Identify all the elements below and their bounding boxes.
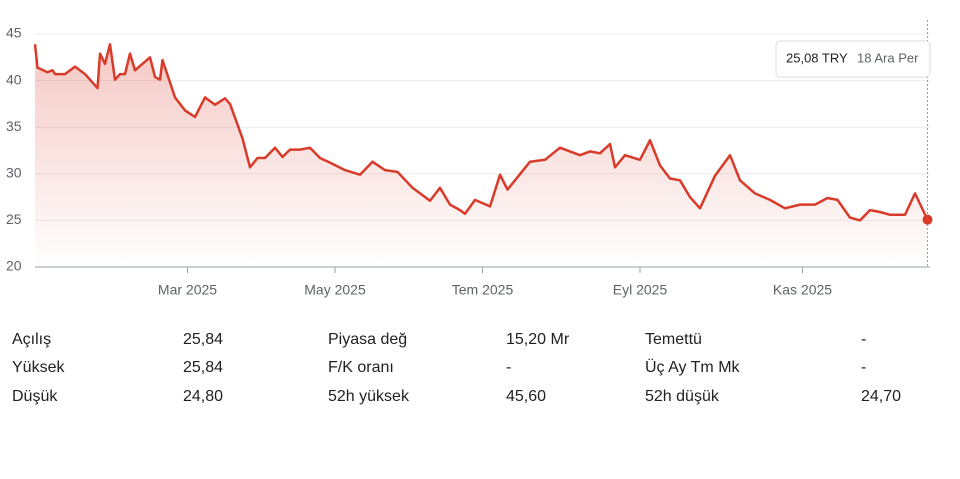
stat-label: Yüksek	[12, 359, 65, 376]
y-tick-label: 45	[6, 25, 22, 41]
area	[35, 44, 928, 267]
y-tick-label: 40	[6, 71, 22, 87]
x-tick-label: Mar 2025	[158, 282, 217, 298]
stat-value: -	[861, 331, 866, 348]
stat-value: 24,80	[183, 388, 223, 405]
tooltip-price: 25,08 TRY	[786, 50, 848, 65]
y-tick-label: 25	[6, 211, 22, 227]
stat-label: F/K oranı	[328, 359, 394, 376]
stat-label: Piyasa değ	[328, 331, 407, 348]
x-tick-label: Eyl 2025	[613, 282, 668, 298]
stat-value: 45,60	[506, 388, 546, 405]
stat-value: 24,70	[861, 388, 901, 405]
stat-value: -	[506, 359, 511, 376]
x-tick-label: Tem 2025	[452, 282, 514, 298]
stat-label: Açılış	[12, 331, 51, 348]
x-tick-label: May 2025	[304, 282, 366, 298]
stat-value: -	[861, 359, 866, 376]
stat-value: 25,84	[183, 331, 223, 348]
last-point	[922, 214, 933, 225]
y-tick-label: 35	[6, 118, 22, 134]
x-tick-label: Kas 2025	[773, 282, 832, 298]
y-tick-label: 20	[6, 258, 22, 274]
stat-value: 25,84	[183, 359, 223, 376]
tooltip-box	[775, 40, 931, 78]
line	[33, 43, 929, 222]
tooltip-date: 18 Ara Per	[857, 50, 919, 65]
tooltip: 25,08 TRY 18 Ara Per	[775, 40, 931, 78]
stat-label: Düşük	[12, 388, 58, 405]
y-tick-label: 30	[6, 165, 22, 181]
stat-value: 15,20 Mr	[506, 331, 570, 348]
stat-label: 52h yüksek	[328, 388, 410, 405]
stat-label: 52h düşük	[645, 388, 720, 405]
stat-label: Temettü	[645, 331, 702, 348]
stat-label: Üç Ay Tm Mk	[645, 358, 741, 376]
